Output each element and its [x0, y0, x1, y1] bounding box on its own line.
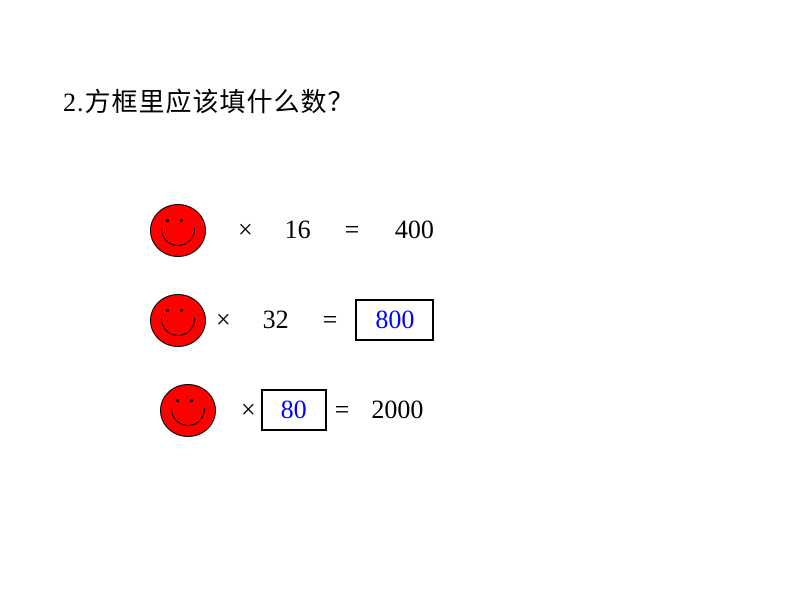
equals-sign: =	[345, 215, 360, 245]
equation-row-1: × 16 = 400	[150, 185, 444, 275]
boxed-answer: 800	[355, 299, 434, 341]
smiley-icon	[150, 294, 206, 347]
times-operator: ×	[216, 305, 231, 335]
result: 400	[384, 215, 444, 245]
equations-container: × 16 = 400 × 32 = 800 × 80 = 2000	[150, 185, 444, 455]
equation-row-3: × 80 = 2000	[150, 365, 444, 455]
times-operator: ×	[238, 215, 253, 245]
equals-sign: =	[335, 395, 350, 425]
equation-row-2: × 32 = 800	[150, 275, 444, 365]
times-operator: ×	[241, 395, 256, 425]
result: 2000	[367, 395, 427, 425]
smiley-icon	[150, 204, 206, 257]
smiley-icon	[160, 384, 216, 437]
question-title: 2.方框里应该填什么数？	[63, 82, 355, 119]
operand: 16	[273, 215, 323, 245]
boxed-answer: 80	[261, 389, 327, 431]
operand: 32	[251, 305, 301, 335]
equals-sign: =	[323, 305, 338, 335]
